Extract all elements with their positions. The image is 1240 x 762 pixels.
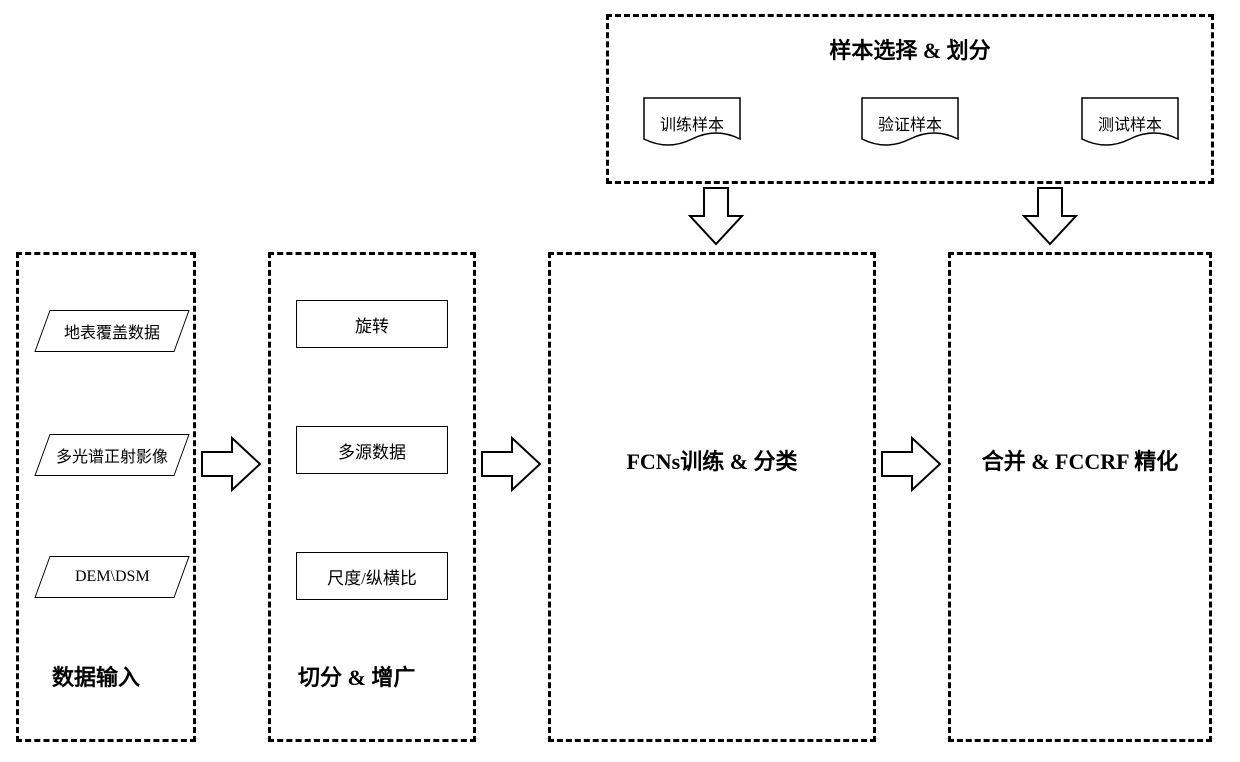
doc-test: 测试样本: [1081, 97, 1179, 153]
col2-item-1-label: 多源数据: [338, 438, 406, 463]
arrow-down-right: [1020, 186, 1080, 253]
doc-training: 训练样本: [643, 97, 741, 153]
doc-validation-label: 验证样本: [861, 111, 959, 135]
col3-label: FCNs训练 & 分类: [548, 444, 876, 476]
top-section: 样本选择 & 划分 训练样本 验证样本 测试样本: [606, 14, 1214, 184]
col1-item-0: 地表覆盖数据: [34, 310, 189, 352]
arrow-right-3: [880, 434, 944, 499]
col2-label: 切分 & 增广: [298, 660, 415, 692]
col1-item-2: DEM\DSM: [34, 556, 189, 598]
doc-validation: 验证样本: [861, 97, 959, 153]
arrow-down-left: [686, 186, 746, 253]
top-title: 样本选择 & 划分: [609, 33, 1211, 65]
col1-label: 数据输入: [52, 660, 140, 692]
arrow-right-2: [480, 434, 544, 499]
col1-item-1-label: 多光谱正射影像: [56, 443, 168, 467]
col4-section: [948, 252, 1212, 742]
arrow-right-1: [200, 434, 264, 499]
col2-item-0-label: 旋转: [355, 312, 389, 337]
col2-item-2-label: 尺度/纵横比: [327, 564, 417, 589]
doc-test-label: 测试样本: [1081, 111, 1179, 135]
col2-item-1: 多源数据: [296, 426, 448, 474]
col2-item-0: 旋转: [296, 300, 448, 348]
col3-section: [548, 252, 876, 742]
col1-item-0-label: 地表覆盖数据: [64, 319, 160, 343]
col1-item-2-label: DEM\DSM: [75, 568, 150, 586]
col1-item-1: 多光谱正射影像: [34, 434, 189, 476]
col2-item-2: 尺度/纵横比: [296, 552, 448, 600]
doc-training-label: 训练样本: [643, 111, 741, 135]
col4-label: 合并 & FCCRF 精化: [948, 444, 1212, 476]
